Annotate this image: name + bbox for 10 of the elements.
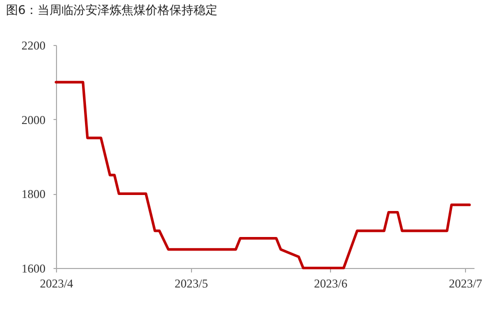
x-tick-label: 2023/6: [314, 276, 348, 290]
y-tick-label: 1800: [22, 187, 46, 202]
chart-title: 图6：当周临汾安泽炼焦煤价格保持稳定: [6, 3, 218, 17]
x-tick-label: 2023/4: [40, 276, 74, 290]
x-tick-label: 2023/5: [174, 276, 208, 290]
y-tick-label: 1600: [22, 262, 46, 276]
line-series: [54, 80, 471, 270]
y-tick-label: 2200: [22, 38, 46, 52]
x-tick-label: 2023/7: [448, 276, 482, 290]
y-tick-label: 2000: [22, 112, 46, 127]
